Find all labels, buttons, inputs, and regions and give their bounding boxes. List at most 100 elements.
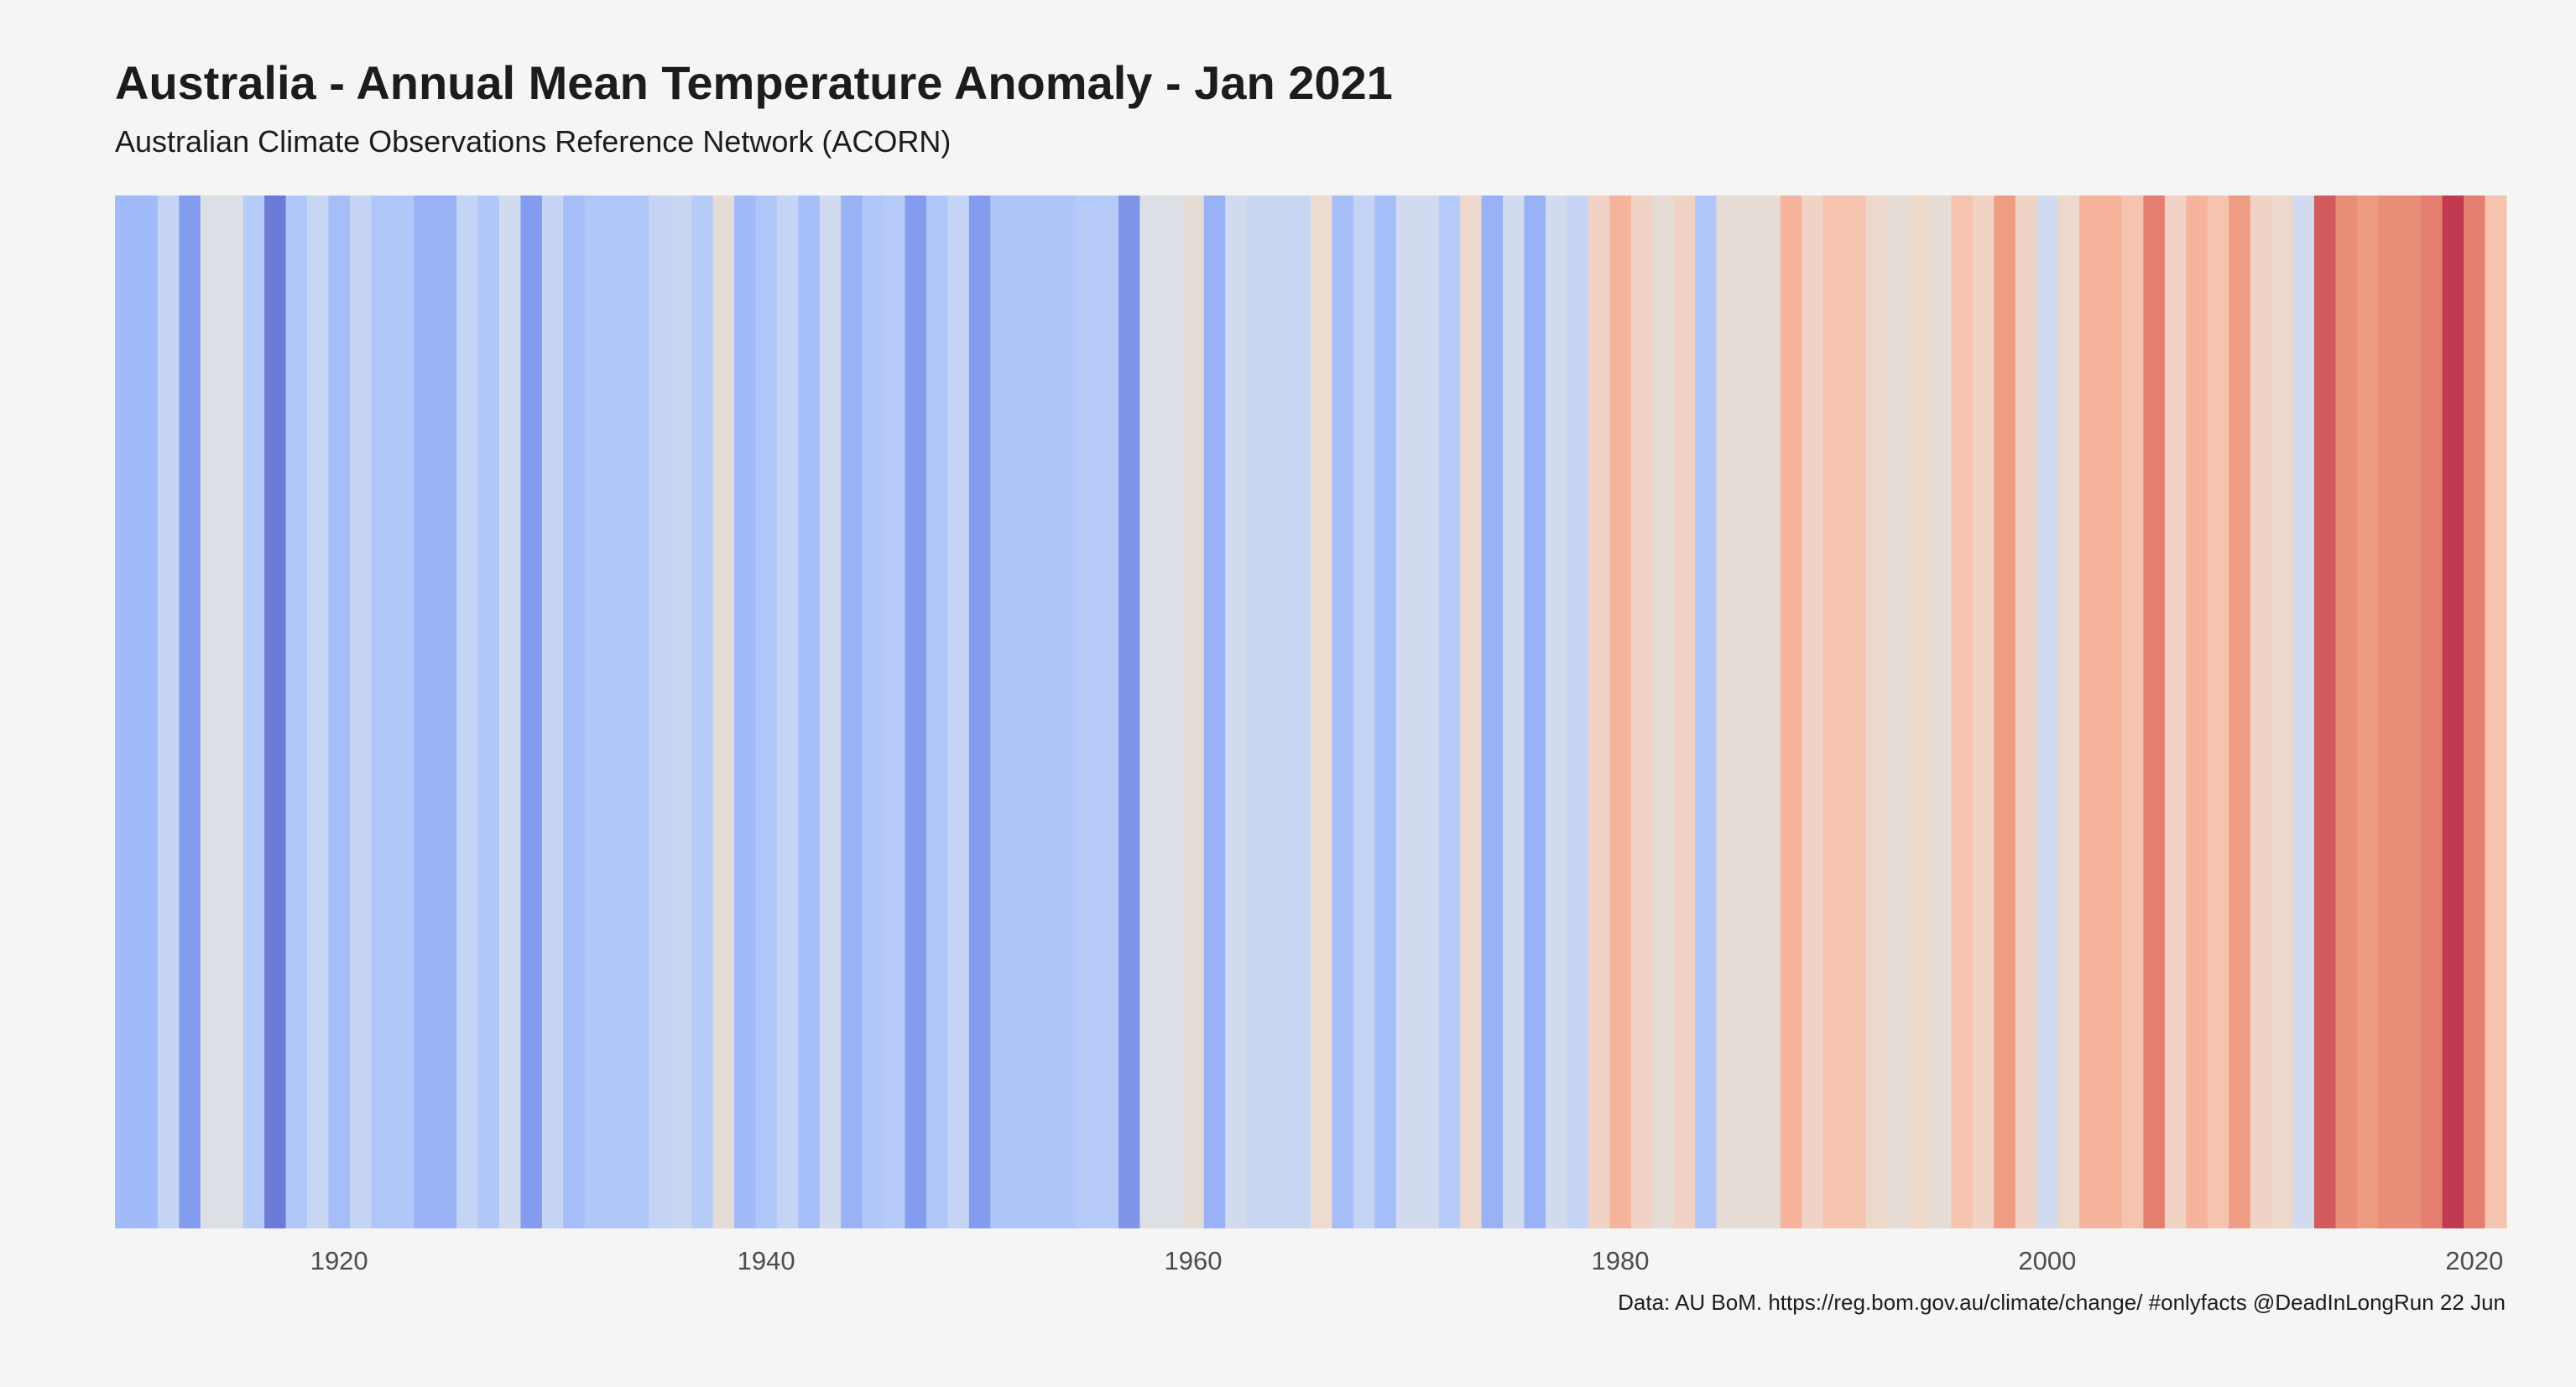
stripe-1925 — [435, 196, 457, 1228]
stripe-1926 — [456, 196, 479, 1228]
stripe-1957 — [1118, 196, 1141, 1228]
stripe-2012 — [2292, 196, 2315, 1228]
stripe-1962 — [1225, 196, 1248, 1228]
stripe-1920 — [328, 196, 351, 1228]
stripe-1964 — [1268, 196, 1291, 1228]
stripe-1914 — [200, 196, 222, 1228]
stripe-1980 — [1609, 196, 1632, 1228]
stripe-1922 — [371, 196, 394, 1228]
stripe-2005 — [2143, 196, 2166, 1228]
stripe-1952 — [1011, 196, 1034, 1228]
stripe-1923 — [392, 196, 415, 1228]
stripe-2009 — [2229, 196, 2251, 1228]
stripe-1934 — [627, 196, 649, 1228]
stripe-1930 — [541, 196, 564, 1228]
stripe-1967 — [1332, 196, 1354, 1228]
stripe-1985 — [1716, 196, 1739, 1228]
x-tick-label-1940: 1940 — [738, 1246, 795, 1275]
stripe-1992 — [1865, 196, 1888, 1228]
stripe-2003 — [2100, 196, 2123, 1228]
x-tick-label-2000: 2000 — [2018, 1246, 2076, 1275]
stripe-1953 — [1033, 196, 1056, 1228]
stripe-1912 — [157, 196, 180, 1228]
stripe-1931 — [563, 196, 586, 1228]
stripe-1948 — [926, 196, 949, 1228]
stripe-1998 — [1994, 196, 2016, 1228]
chart-subtitle: Australian Climate Observations Referenc… — [115, 124, 952, 159]
stripe-2014 — [2335, 196, 2358, 1228]
stripe-2004 — [2121, 196, 2145, 1228]
stripe-2000 — [2036, 196, 2059, 1228]
stripe-2013 — [2313, 196, 2337, 1228]
stripe-1975 — [1503, 196, 1525, 1228]
stripe-1949 — [947, 196, 970, 1228]
stripe-1966 — [1311, 196, 1333, 1228]
stripe-2007 — [2186, 196, 2208, 1228]
x-tick-label-1960: 1960 — [1165, 1246, 1223, 1275]
stripe-1990 — [1822, 196, 1845, 1228]
stripe-1978 — [1567, 196, 1589, 1228]
stripe-1994 — [1908, 196, 1931, 1228]
x-tick-label-1980: 1980 — [1591, 1246, 1649, 1275]
stripe-1940 — [755, 196, 778, 1228]
stripe-1915 — [222, 196, 244, 1228]
stripe-1927 — [477, 196, 500, 1228]
stripe-2001 — [2057, 196, 2080, 1228]
stripe-1913 — [179, 196, 201, 1228]
stripe-1991 — [1844, 196, 1867, 1228]
stripe-1924 — [414, 196, 436, 1228]
stripe-1928 — [499, 196, 522, 1228]
stripe-1989 — [1802, 196, 1824, 1228]
stripe-1911 — [136, 196, 159, 1228]
stripe-1936 — [670, 196, 692, 1228]
stripe-1979 — [1588, 196, 1610, 1228]
stripe-1960 — [1182, 196, 1205, 1228]
stripe-1945 — [862, 196, 884, 1228]
stripes-layer — [115, 196, 2507, 1228]
stripe-1971 — [1417, 196, 1440, 1228]
stripe-2011 — [2271, 196, 2294, 1228]
stripe-1997 — [1972, 196, 1995, 1228]
stripe-1995 — [1929, 196, 1952, 1228]
stripe-1976 — [1524, 196, 1546, 1228]
stripe-1919 — [307, 196, 330, 1228]
stripe-1999 — [2015, 196, 2037, 1228]
stripe-1918 — [285, 196, 308, 1228]
x-tick-label-2020: 2020 — [2445, 1246, 2503, 1275]
stripe-1955 — [1076, 196, 1098, 1228]
stripe-1929 — [520, 196, 543, 1228]
stripe-1987 — [1759, 196, 1781, 1228]
stripe-2002 — [2079, 196, 2102, 1228]
stripe-1993 — [1887, 196, 1910, 1228]
stripe-2018 — [2421, 196, 2443, 1228]
stripe-1972 — [1438, 196, 1461, 1228]
stripe-1910 — [115, 196, 138, 1228]
x-axis-ticks: 1920 1940 1960 1980 2000 2020 — [310, 1246, 2504, 1275]
stripe-1932 — [584, 196, 607, 1228]
stripe-1958 — [1139, 196, 1162, 1228]
stripe-1956 — [1097, 196, 1119, 1228]
stripe-1963 — [1246, 196, 1269, 1228]
stripe-1937 — [691, 196, 714, 1228]
stripe-1977 — [1545, 196, 1567, 1228]
stripe-1986 — [1737, 196, 1760, 1228]
x-tick-label-1920: 1920 — [310, 1246, 368, 1275]
stripe-1917 — [264, 196, 287, 1228]
stripe-1996 — [1951, 196, 1974, 1228]
stripe-1969 — [1374, 196, 1397, 1228]
stripe-1939 — [733, 196, 756, 1228]
stripe-1974 — [1481, 196, 1504, 1228]
chart-caption: Data: AU BoM. https://reg.bom.gov.au/cli… — [1618, 1290, 2506, 1315]
stripe-1981 — [1630, 196, 1653, 1228]
stripe-2010 — [2250, 196, 2272, 1228]
stripe-1946 — [884, 196, 906, 1228]
stripe-1982 — [1652, 196, 1675, 1228]
stripe-1961 — [1203, 196, 1226, 1228]
stripe-1988 — [1780, 196, 1802, 1228]
stripe-1950 — [968, 196, 991, 1228]
stripe-2006 — [2164, 196, 2187, 1228]
stripe-2020 — [2464, 196, 2486, 1228]
stripe-1942 — [798, 196, 821, 1228]
stripe-1954 — [1054, 196, 1077, 1228]
